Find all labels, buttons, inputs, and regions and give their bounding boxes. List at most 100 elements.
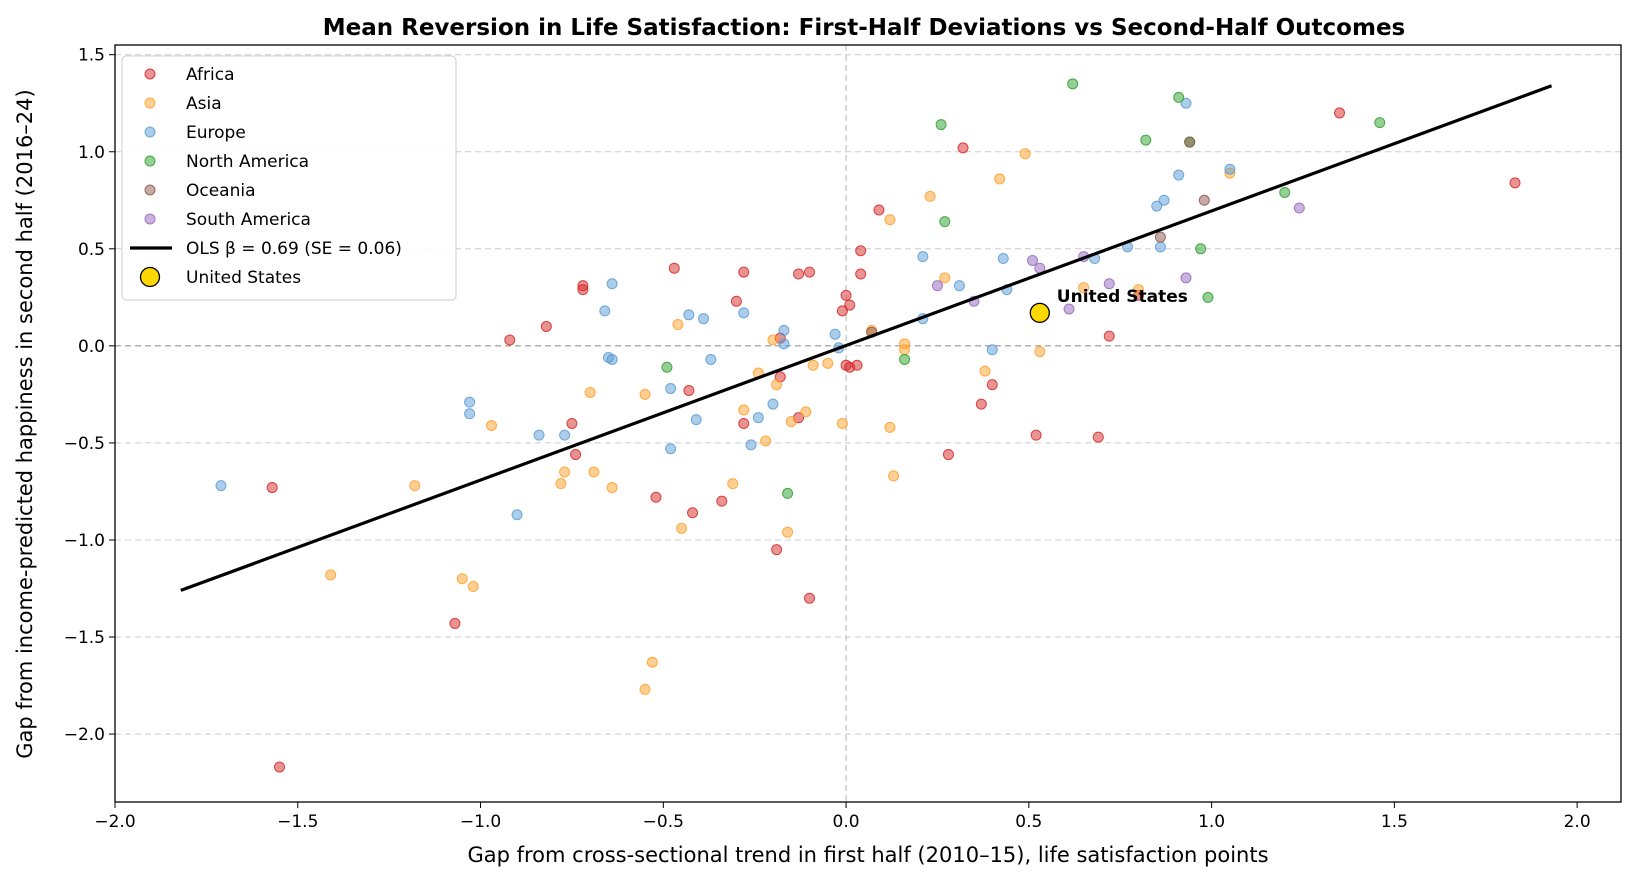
data-point xyxy=(957,142,969,154)
data-point xyxy=(785,416,797,428)
data-point xyxy=(738,266,750,278)
legend-marker xyxy=(144,126,156,138)
data-point xyxy=(804,266,816,278)
data-point xyxy=(456,573,468,585)
legend-marker xyxy=(144,213,156,225)
data-point xyxy=(1334,107,1346,119)
x-tick-label: −1.5 xyxy=(277,812,318,832)
data-point xyxy=(899,353,911,365)
data-point xyxy=(577,284,589,296)
data-point xyxy=(771,379,783,391)
data-point xyxy=(917,251,929,263)
legend-label: Asia xyxy=(186,94,222,114)
data-point xyxy=(935,119,947,131)
data-point xyxy=(994,173,1006,185)
data-point xyxy=(730,295,742,307)
data-point xyxy=(606,278,618,290)
data-point xyxy=(836,305,848,317)
plot-border xyxy=(114,44,1622,803)
x-axis: −2.0 −1.5 −1.0 −0.5 0.0 0.5 1.0 1.5 2.0 xyxy=(94,802,1591,832)
data-point xyxy=(953,280,965,292)
data-point xyxy=(606,353,618,365)
data-point xyxy=(1158,194,1170,206)
data-point xyxy=(464,408,476,420)
legend-item: Europe xyxy=(144,123,246,143)
data-point xyxy=(1154,241,1166,253)
data-point xyxy=(855,245,867,257)
data-point xyxy=(767,398,779,410)
legend-item: Asia xyxy=(144,94,222,114)
chart-title: Mean Reversion in Life Satisfaction: Fir… xyxy=(323,15,1406,41)
data-point xyxy=(1092,431,1104,443)
data-point xyxy=(1103,278,1115,290)
data-point xyxy=(939,216,951,228)
series-south-america xyxy=(931,202,1305,315)
data-point xyxy=(899,344,911,356)
data-point xyxy=(1034,346,1046,358)
data-point xyxy=(606,482,618,494)
data-point xyxy=(851,359,863,371)
data-point xyxy=(997,253,1009,265)
data-point xyxy=(1198,194,1210,206)
data-point xyxy=(1180,97,1192,109)
x-axis-label: Gap from cross-sectional trend in first … xyxy=(467,843,1268,867)
data-point xyxy=(939,272,951,284)
data-point xyxy=(1202,291,1214,303)
data-point xyxy=(687,507,699,519)
x-tick-label: 2.0 xyxy=(1564,812,1591,832)
legend-label: Oceania xyxy=(186,181,256,201)
data-point xyxy=(979,365,991,377)
y-tick-label: −0.5 xyxy=(64,434,105,454)
data-point xyxy=(716,495,728,507)
data-point xyxy=(1103,330,1115,342)
data-point xyxy=(1019,148,1031,160)
data-point xyxy=(1180,272,1192,284)
legend-marker xyxy=(144,155,156,167)
data-point xyxy=(807,359,819,371)
data-point xyxy=(559,429,571,441)
data-point xyxy=(822,357,834,369)
data-point xyxy=(668,262,680,274)
data-point xyxy=(855,268,867,280)
reference-lines xyxy=(115,45,1621,802)
data-point xyxy=(1374,117,1386,129)
data-point xyxy=(778,324,790,336)
legend-label: North America xyxy=(186,152,309,172)
legend-box xyxy=(121,55,457,301)
x-tick-label: 1.0 xyxy=(1198,812,1225,832)
data-point xyxy=(570,449,582,461)
data-point xyxy=(782,487,794,499)
data-point xyxy=(559,466,571,478)
legend-label: OLS β = 0.69 (SE = 0.06) xyxy=(186,239,402,259)
legend-item: South America xyxy=(144,210,311,230)
legend-item-highlight: United States xyxy=(139,266,301,288)
data-point xyxy=(325,569,337,581)
data-points xyxy=(215,78,1521,773)
ols-fit xyxy=(180,84,1553,592)
highlight-layer: United States xyxy=(1029,287,1188,324)
y-tick-label: 1.5 xyxy=(78,46,105,66)
data-point xyxy=(464,396,476,408)
data-point xyxy=(760,435,772,447)
data-point xyxy=(273,761,285,773)
data-point xyxy=(738,404,750,416)
legend-marker xyxy=(144,68,156,80)
legend: Africa Asia Europe North America Oceania Sout… xyxy=(121,55,457,301)
data-point xyxy=(409,480,421,492)
legend-item: Oceania xyxy=(144,181,256,201)
x-tick-label: 1.5 xyxy=(1381,812,1408,832)
data-point xyxy=(738,418,750,429)
data-point xyxy=(727,478,739,490)
data-point xyxy=(924,190,936,202)
x-tick-label: 0.5 xyxy=(1015,812,1042,832)
data-point xyxy=(661,361,673,373)
data-point xyxy=(665,383,677,395)
data-point xyxy=(1078,282,1090,294)
data-point xyxy=(504,334,516,346)
data-point xyxy=(1140,134,1152,146)
data-point xyxy=(975,398,987,410)
data-point xyxy=(738,307,750,319)
data-point xyxy=(533,429,545,441)
data-point xyxy=(650,491,662,503)
